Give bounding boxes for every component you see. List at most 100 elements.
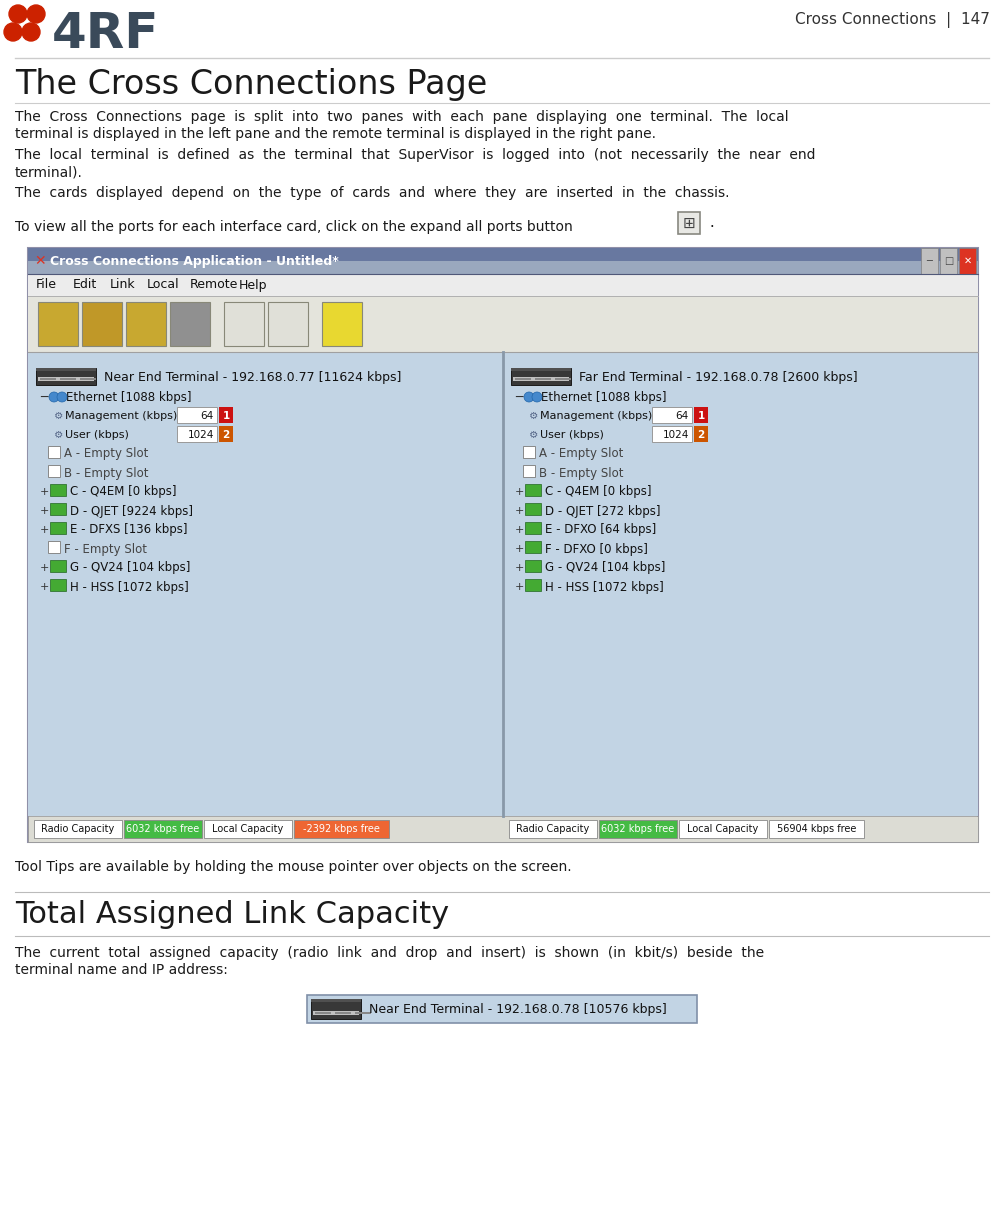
- Text: To view all the ports for each interface card, click on the expand all ports but: To view all the ports for each interface…: [15, 220, 586, 234]
- Text: Local Capacity: Local Capacity: [687, 824, 758, 834]
- Bar: [523, 465, 535, 477]
- Text: H - HSS [1072 kbps]: H - HSS [1072 kbps]: [70, 581, 189, 593]
- Bar: [693, 426, 707, 442]
- Text: 1: 1: [697, 411, 704, 422]
- Text: +: +: [515, 582, 524, 592]
- Bar: [60, 378, 76, 381]
- Text: Cross Connections Application - Untitled*: Cross Connections Application - Untitled…: [50, 255, 338, 267]
- Bar: [38, 377, 94, 381]
- Text: A - Empty Slot: A - Empty Slot: [539, 447, 623, 460]
- Text: .: .: [704, 215, 714, 230]
- Text: A - Empty Slot: A - Empty Slot: [64, 447, 148, 460]
- Bar: [920, 248, 937, 274]
- Bar: [268, 302, 308, 345]
- Text: Near End Terminal - 192.168.0.78 [10576 kbps]: Near End Terminal - 192.168.0.78 [10576 …: [369, 1003, 666, 1016]
- Bar: [48, 446, 60, 458]
- Bar: [939, 248, 956, 274]
- Bar: [125, 302, 165, 345]
- Bar: [28, 296, 977, 352]
- Circle shape: [57, 393, 67, 402]
- Text: 1024: 1024: [188, 430, 214, 440]
- Circle shape: [22, 23, 40, 41]
- Text: Ethernet [1088 kbps]: Ethernet [1088 kbps]: [66, 390, 192, 403]
- Bar: [651, 407, 691, 423]
- Bar: [678, 820, 766, 838]
- Text: Cross Connections  |  147: Cross Connections | 147: [794, 12, 989, 28]
- Bar: [515, 378, 531, 381]
- Text: +: +: [515, 487, 524, 496]
- Text: The  current  total  assigned  capacity  (radio  link  and  drop  and  insert)  : The current total assigned capacity (rad…: [15, 946, 763, 960]
- Text: ─: ─: [40, 390, 47, 403]
- Bar: [958, 248, 975, 274]
- Bar: [36, 368, 96, 385]
- Text: 1: 1: [222, 411, 230, 422]
- Text: F - DFXO [0 kbps]: F - DFXO [0 kbps]: [545, 542, 647, 556]
- Circle shape: [27, 5, 45, 23]
- Text: ✕: ✕: [963, 256, 971, 266]
- Text: +: +: [40, 563, 49, 573]
- Circle shape: [524, 393, 534, 402]
- Text: ⚙: ⚙: [529, 411, 538, 422]
- Bar: [50, 579, 66, 591]
- Text: ─: ─: [926, 256, 932, 266]
- Text: G - QV24 [104 kbps]: G - QV24 [104 kbps]: [70, 562, 191, 575]
- Circle shape: [4, 23, 22, 41]
- Bar: [28, 261, 977, 274]
- Text: C - Q4EM [0 kbps]: C - Q4EM [0 kbps]: [545, 486, 651, 499]
- Text: -2392 kbps free: -2392 kbps free: [303, 824, 379, 834]
- Text: Link: Link: [109, 279, 135, 291]
- Text: The  local  terminal  is  defined  as  the  terminal  that  SuperVisor  is  logg: The local terminal is defined as the ter…: [15, 149, 814, 162]
- Bar: [38, 302, 78, 345]
- Bar: [82, 302, 122, 345]
- Text: Total Assigned Link Capacity: Total Assigned Link Capacity: [15, 900, 448, 929]
- Bar: [651, 426, 691, 442]
- Text: +: +: [40, 506, 49, 516]
- Text: 6032 kbps free: 6032 kbps free: [126, 824, 200, 834]
- Circle shape: [532, 393, 542, 402]
- Bar: [525, 541, 541, 553]
- Text: 1024: 1024: [662, 430, 688, 440]
- Bar: [124, 820, 202, 838]
- Bar: [322, 302, 362, 345]
- Text: The  cards  displayed  depend  on  the  type  of  cards  and  where  they  are  : The cards displayed depend on the type o…: [15, 186, 729, 201]
- Text: D - QJET [9224 kbps]: D - QJET [9224 kbps]: [70, 505, 193, 517]
- Text: ⚙: ⚙: [54, 430, 63, 440]
- Text: ─: ─: [515, 390, 522, 403]
- Bar: [535, 378, 551, 381]
- Bar: [677, 211, 699, 234]
- Bar: [28, 248, 977, 842]
- Bar: [511, 368, 571, 371]
- Text: terminal).: terminal).: [15, 165, 83, 179]
- Bar: [50, 522, 66, 534]
- Bar: [28, 274, 977, 296]
- Bar: [219, 426, 233, 442]
- Text: 64: 64: [675, 411, 688, 422]
- Text: Help: Help: [239, 279, 267, 291]
- Bar: [50, 503, 66, 515]
- Text: Far End Terminal - 192.168.0.78 [2600 kbps]: Far End Terminal - 192.168.0.78 [2600 kb…: [579, 372, 857, 384]
- Bar: [523, 446, 535, 458]
- Text: Radio Capacity: Radio Capacity: [41, 824, 114, 834]
- Text: Management (kbps): Management (kbps): [540, 411, 652, 422]
- Bar: [555, 378, 571, 381]
- Text: The Cross Connections Page: The Cross Connections Page: [15, 68, 486, 101]
- Bar: [313, 1011, 359, 1015]
- Bar: [294, 820, 388, 838]
- Circle shape: [49, 393, 59, 402]
- Text: H - HSS [1072 kbps]: H - HSS [1072 kbps]: [545, 581, 663, 593]
- Bar: [48, 541, 60, 553]
- Bar: [204, 820, 292, 838]
- Text: File: File: [36, 279, 57, 291]
- Text: Tool Tips are available by holding the mouse pointer over objects on the screen.: Tool Tips are available by holding the m…: [15, 860, 571, 875]
- Text: F - Empty Slot: F - Empty Slot: [64, 542, 146, 556]
- Text: The  Cross  Connections  page  is  split  into  two  panes  with  each  pane  di: The Cross Connections page is split into…: [15, 110, 787, 124]
- Bar: [525, 579, 541, 591]
- Bar: [219, 407, 233, 423]
- Text: E - DFXO [64 kbps]: E - DFXO [64 kbps]: [545, 523, 656, 536]
- Bar: [177, 426, 217, 442]
- Text: Local: Local: [146, 279, 179, 291]
- Bar: [525, 503, 541, 515]
- Text: 2: 2: [222, 430, 230, 440]
- Text: +: +: [515, 525, 524, 535]
- Bar: [28, 248, 977, 261]
